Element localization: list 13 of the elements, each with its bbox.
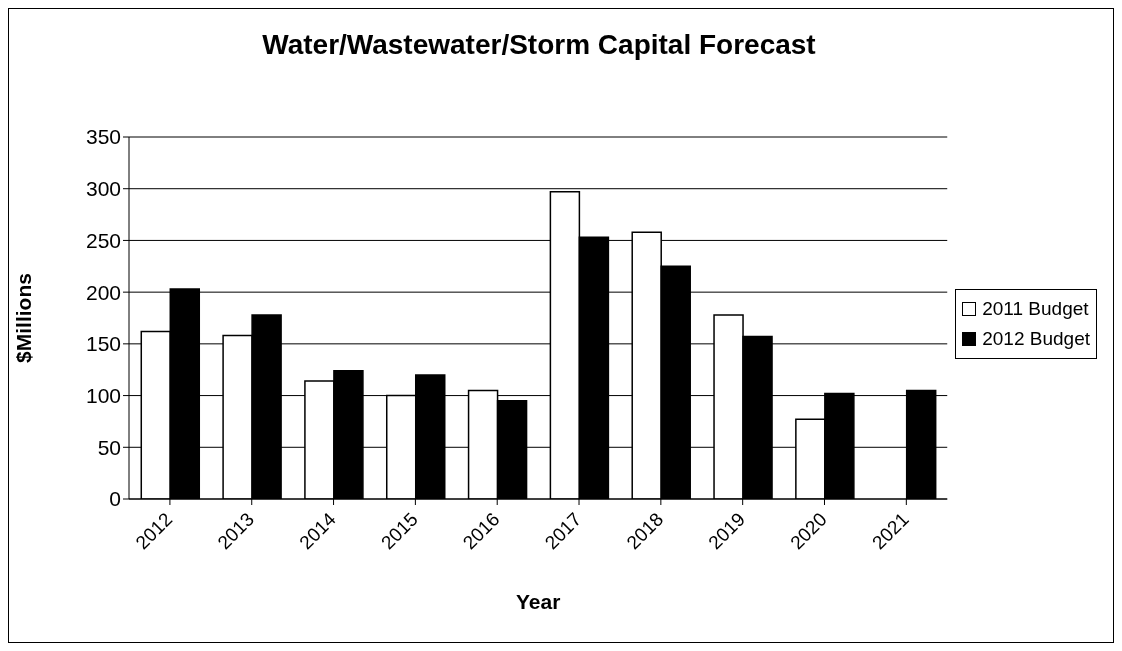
y-axis-title: $Millions	[12, 273, 36, 363]
legend-label: 2012 Budget	[982, 327, 1090, 351]
y-tick-label: 100	[85, 384, 121, 408]
y-tick-label: 0	[109, 487, 121, 511]
x-axis-title: Year	[515, 590, 561, 613]
chart-title: Water/Wastewater/Storm Capital Forecast	[261, 29, 817, 61]
y-tick-label: 350	[85, 125, 121, 149]
y-tick-label: 200	[85, 280, 121, 304]
y-tick-label: 300	[85, 177, 121, 201]
y-tick-label: 250	[85, 228, 121, 252]
y-tick-label: 150	[85, 332, 121, 356]
legend-label: 2011 Budget	[982, 297, 1089, 321]
y-tick-label: 50	[97, 435, 121, 459]
